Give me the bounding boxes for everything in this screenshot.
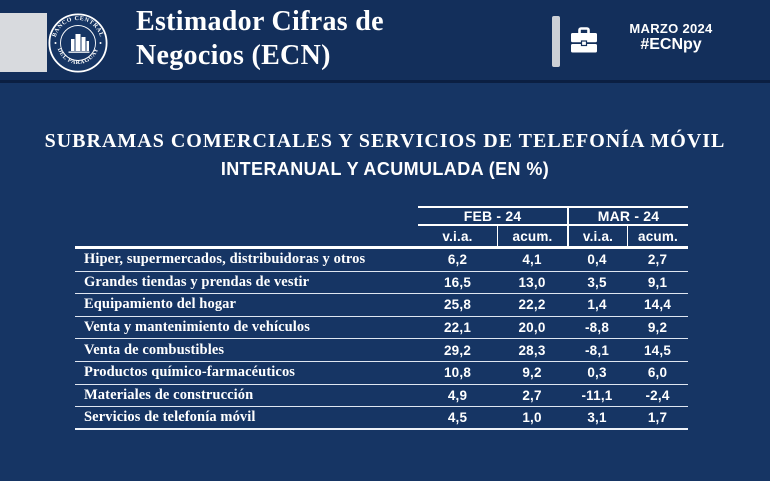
app-title: Estimador Cifras de Negocios (ECN) bbox=[136, 5, 384, 73]
row-value: 22,1 bbox=[418, 317, 497, 340]
row-value: 1,0 bbox=[497, 407, 567, 430]
row-value: 2,7 bbox=[497, 385, 567, 408]
table-row: Servicios de telefonía móvil 4,5 1,0 3,1… bbox=[75, 407, 688, 430]
briefcase-icon bbox=[571, 27, 597, 53]
table-title: SUBRAMAS COMERCIALES Y SERVICIOS DE TELE… bbox=[44, 130, 726, 152]
row-value: 16,5 bbox=[418, 272, 497, 295]
row-label: Productos químico-farmacéuticos bbox=[75, 362, 418, 385]
row-value: 9,2 bbox=[627, 317, 688, 340]
bcp-logo: BANCO CENTRAL DEL PARAGUAY bbox=[48, 13, 108, 73]
row-label: Materiales de construcción bbox=[75, 385, 418, 408]
subheader-feb-acum: acum. bbox=[497, 226, 567, 249]
header-divider bbox=[0, 80, 770, 83]
table-subtitle: INTERANUAL Y ACUMULADA (EN %) bbox=[220, 159, 550, 179]
row-value: 29,2 bbox=[418, 339, 497, 362]
row-value: 4,5 bbox=[418, 407, 497, 430]
header-banner: BANCO CENTRAL DEL PARAGUAY Estimador Cif… bbox=[0, 0, 770, 80]
row-value: 14,4 bbox=[627, 294, 688, 317]
row-label: Equipamiento del hogar bbox=[75, 294, 418, 317]
row-value: 6,0 bbox=[627, 362, 688, 385]
row-value: 4,1 bbox=[497, 249, 567, 272]
subheader-mar-via: v.i.a. bbox=[567, 226, 627, 249]
data-table: FEB - 24 MAR - 24 v.i.a. acum. v.i.a. ac… bbox=[75, 206, 688, 430]
hashtag-label: #ECNpy bbox=[640, 36, 702, 53]
row-label: Venta de combustibles bbox=[75, 339, 418, 362]
table-row: Hiper, supermercados, distribuidoras y o… bbox=[75, 249, 688, 272]
column-group-mar24: MAR - 24 bbox=[567, 206, 688, 226]
column-group-feb24: FEB - 24 bbox=[418, 206, 567, 226]
row-value: 0,3 bbox=[567, 362, 627, 385]
row-value: 0,4 bbox=[567, 249, 627, 272]
row-label: Grandes tiendas y prendas de vestir bbox=[75, 272, 418, 295]
row-value: 6,2 bbox=[418, 249, 497, 272]
row-value: -8,1 bbox=[567, 339, 627, 362]
subheader-feb-via: v.i.a. bbox=[418, 226, 497, 249]
row-value: 10,8 bbox=[418, 362, 497, 385]
app-title-line2: Negocios (ECN) bbox=[136, 40, 331, 71]
header-separator-bar bbox=[552, 16, 560, 67]
table-row: Equipamiento del hogar 25,8 22,2 1,4 14,… bbox=[75, 294, 688, 317]
row-value: 20,0 bbox=[497, 317, 567, 340]
bcp-building-icon bbox=[68, 34, 90, 53]
row-label: Venta y mantenimiento de vehículos bbox=[75, 317, 418, 340]
table-row: Venta de combustibles 29,2 28,3 -8,1 14,… bbox=[75, 339, 688, 362]
logo-left-dot bbox=[54, 42, 57, 44]
table-group-header-row: FEB - 24 MAR - 24 bbox=[75, 206, 688, 226]
row-value: 13,0 bbox=[497, 272, 567, 295]
table-row: Grandes tiendas y prendas de vestir 16,5… bbox=[75, 272, 688, 295]
row-value: 9,1 bbox=[627, 272, 688, 295]
header-accent-block bbox=[0, 13, 47, 72]
period-box: MARZO 2024 #ECNpy bbox=[612, 21, 730, 53]
table-row: Productos químico-farmacéuticos 10,8 9,2… bbox=[75, 362, 688, 385]
table-subheader-row: v.i.a. acum. v.i.a. acum. bbox=[75, 226, 688, 249]
row-value: 14,5 bbox=[627, 339, 688, 362]
row-value: 22,2 bbox=[497, 294, 567, 317]
logo-inner-ring bbox=[60, 25, 96, 61]
logo-right-dot bbox=[99, 42, 102, 44]
row-label: Servicios de telefonía móvil bbox=[75, 407, 418, 430]
row-value: 1,7 bbox=[627, 407, 688, 430]
row-value: 1,4 bbox=[567, 294, 627, 317]
row-value: 2,7 bbox=[627, 249, 688, 272]
period-label: MARZO 2024 bbox=[629, 21, 713, 36]
row-value: -2,4 bbox=[627, 385, 688, 408]
row-value: 3,1 bbox=[567, 407, 627, 430]
row-label: Hiper, supermercados, distribuidoras y o… bbox=[75, 249, 418, 272]
row-value: -8,8 bbox=[567, 317, 627, 340]
row-value: 3,5 bbox=[567, 272, 627, 295]
subheader-spacer bbox=[75, 226, 418, 249]
subheader-mar-acum: acum. bbox=[627, 226, 688, 249]
app-title-line1: Estimador Cifras de bbox=[136, 6, 384, 37]
row-value: 25,8 bbox=[418, 294, 497, 317]
row-value: -11,1 bbox=[567, 385, 627, 408]
row-value: 4,9 bbox=[418, 385, 497, 408]
table-row: Materiales de construcción 4,9 2,7 -11,1… bbox=[75, 385, 688, 408]
table-row: Venta y mantenimiento de vehículos 22,1 … bbox=[75, 317, 688, 340]
row-value: 28,3 bbox=[497, 339, 567, 362]
row-value: 9,2 bbox=[497, 362, 567, 385]
group-header-spacer bbox=[75, 206, 418, 226]
